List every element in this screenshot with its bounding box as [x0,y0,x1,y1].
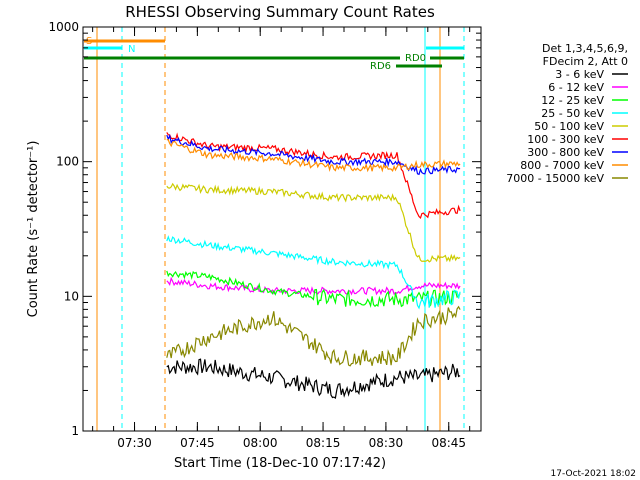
plot-area [96,27,465,431]
y-tick-label: 10 [64,289,79,303]
series-lines [166,132,461,399]
series-line-12-25-keV [166,270,461,308]
y-tick-label: 100 [56,155,79,169]
flag-rd6-label: RD6 [370,61,391,72]
legend-entry-label: 25 - 50 keV [541,107,604,120]
series-line-100-300-keV [166,132,461,219]
x-axis: 07:30 07:45 08:00 08:15 08:30 08:45 [92,27,471,450]
x-axis-label: Start Time (18-Dec-10 07:17:42) [174,456,386,471]
chart-title: RHESSI Observing Summary Count Rates [125,3,435,21]
legend-entry-label: 300 - 800 keV [527,146,604,159]
y-tick-label: 1000 [48,20,79,34]
flag-bars: S N RD0 RD6 [84,36,464,72]
legend-entry-label: 6 - 12 keV [548,81,604,94]
x-tick-label: 08:30 [369,436,404,450]
series-line-300-800-keV [166,133,461,176]
legend-header-line: Det 1,3,4,5,6,9, [542,42,628,55]
x-tick-label: 08:45 [431,436,466,450]
series-line-7000-15000-keV [166,305,461,367]
legend-entry-label: 7000 - 15000 keV [506,172,604,185]
legend-entry-label: 3 - 6 keV [555,68,604,81]
flag-rd0-label: RD0 [405,53,426,64]
legend: Det 1,3,4,5,6,9,FDecim 2, Att 03 - 6 keV… [506,42,628,185]
y-axis-label: Count Rate (s⁻¹ detector⁻¹) [26,141,41,318]
y-tick-label: 1 [71,424,79,438]
x-tick-label: 07:45 [180,436,215,450]
flag-n-label: N [128,44,135,55]
flag-s-label: S [86,36,92,47]
plot-frame [82,26,482,432]
series-line-25-50-keV [166,235,461,310]
legend-entry-label: 12 - 25 keV [541,94,604,107]
legend-entry-label: 100 - 300 keV [527,133,604,146]
footer-date: 17-Oct-2021 18:02 [551,469,636,479]
x-tick-label: 07:30 [117,436,152,450]
legend-entry-label: 50 - 100 keV [534,120,604,133]
legend-entry-label: 800 - 7000 keV [520,159,604,172]
series-line-6-12-keV [166,276,461,296]
series-line-800-7000-keV [166,138,461,173]
x-tick-label: 08:00 [243,436,278,450]
legend-header-line: FDecim 2, Att 0 [543,55,628,68]
y-axis: 1 10 100 1000 [48,20,481,438]
series-line-50-100-keV [166,182,461,263]
series-line-3-6-keV [166,358,461,399]
x-tick-label: 08:15 [306,436,341,450]
